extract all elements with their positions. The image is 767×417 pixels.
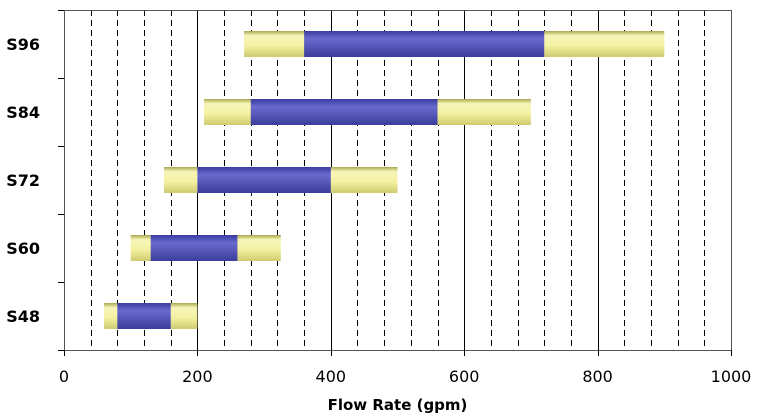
plot-frame: [64, 10, 732, 351]
x-axis-title: Flow Rate (gpm): [328, 396, 468, 414]
bar-inner-s96: [304, 31, 545, 57]
x-tick-label: 800: [582, 367, 613, 386]
x-tick-label: 400: [316, 367, 347, 386]
bar-inner-s48: [117, 303, 171, 329]
category-label: S84: [6, 103, 40, 122]
bars: [104, 31, 665, 329]
labels: S96 S84 S72 S60 S48 0 200 400 600 800 1000 Flow Rat…: [6, 35, 751, 414]
x-tick-label: 1000: [711, 367, 752, 386]
bar-inner-s84: [250, 99, 438, 125]
axes: [58, 10, 732, 356]
bar-inner-s72: [197, 167, 331, 193]
category-label: S96: [6, 35, 40, 54]
x-tick-label: 600: [449, 367, 480, 386]
category-label: S60: [6, 239, 40, 258]
category-label: S48: [6, 307, 40, 326]
x-tick-label: 200: [182, 367, 213, 386]
bar-inner-s60: [150, 235, 238, 261]
x-tick-label: 0: [59, 367, 69, 386]
category-label: S72: [6, 171, 40, 190]
